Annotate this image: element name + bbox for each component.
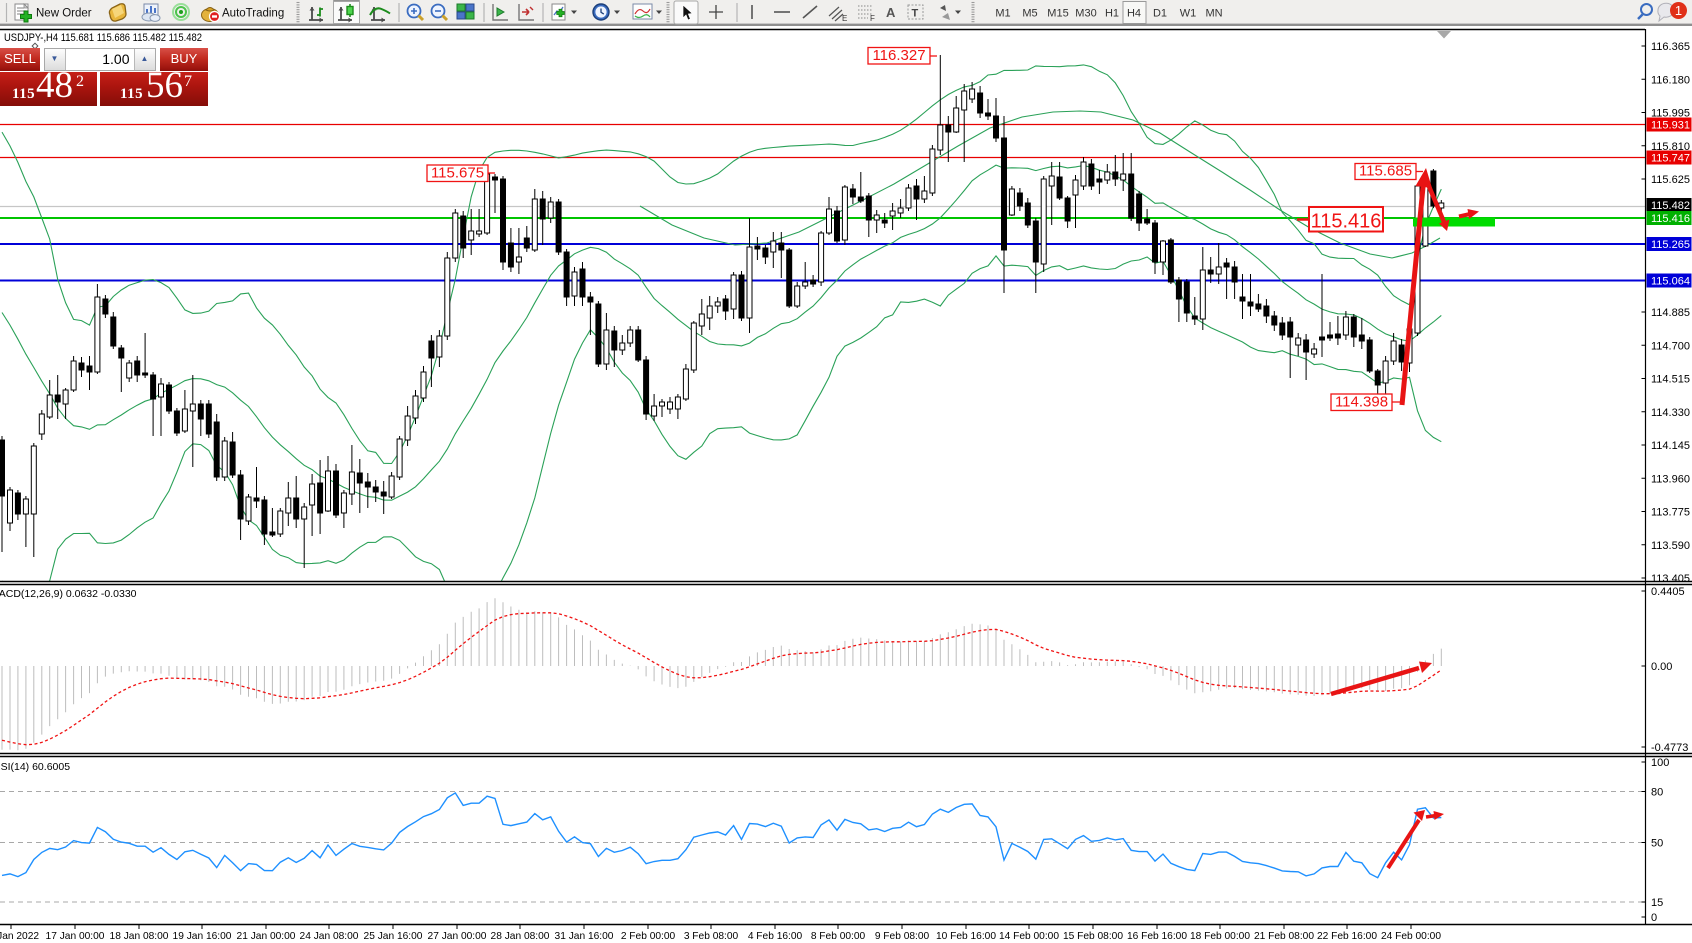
svg-text:M1: M1 (995, 8, 1010, 20)
svg-text:17 Jan 00:00: 17 Jan 00:00 (46, 931, 105, 942)
svg-text:24 Jan 08:00: 24 Jan 08:00 (300, 931, 359, 942)
svg-text:21 Feb 08:00: 21 Feb 08:00 (1254, 931, 1314, 942)
svg-text:W1: W1 (1180, 8, 1197, 20)
svg-text:AutoTrading: AutoTrading (222, 8, 284, 20)
svg-text:18 Jan 08:00: 18 Jan 08:00 (110, 931, 169, 942)
svg-text:15: 15 (1651, 897, 1663, 909)
svg-text:0.00: 0.00 (1651, 661, 1672, 673)
svg-text:E: E (842, 14, 847, 23)
svg-text:3 Feb 08:00: 3 Feb 08:00 (684, 931, 739, 942)
svg-text:113.960: 113.960 (1651, 473, 1690, 485)
svg-text:MACD(12,26,9) 0.0632 -0.0330: MACD(12,26,9) 0.0632 -0.0330 (0, 588, 137, 600)
svg-text:115.675: 115.675 (431, 165, 484, 182)
svg-text:0: 0 (1651, 912, 1657, 924)
svg-text:22 Feb 16:00: 22 Feb 16:00 (1317, 931, 1377, 942)
svg-text:114.145: 114.145 (1651, 440, 1690, 452)
svg-text:114.330: 114.330 (1651, 407, 1690, 419)
svg-text:114.700: 114.700 (1651, 340, 1690, 352)
svg-text:25 Jan 16:00: 25 Jan 16:00 (364, 931, 423, 942)
svg-text:113.590: 113.590 (1651, 540, 1690, 552)
svg-text:F: F (870, 14, 875, 23)
svg-text:M30: M30 (1075, 8, 1096, 20)
svg-text:10 Feb 16:00: 10 Feb 16:00 (936, 931, 996, 942)
svg-text:H4: H4 (1127, 8, 1141, 20)
svg-text:0.4405: 0.4405 (1651, 586, 1685, 598)
svg-text:A: A (886, 5, 896, 20)
svg-text:14 Feb 00:00: 14 Feb 00:00 (999, 931, 1059, 942)
svg-text:115.265: 115.265 (1651, 239, 1690, 251)
svg-text:1: 1 (1675, 3, 1682, 18)
svg-text:115.685: 115.685 (1359, 163, 1412, 180)
svg-text:USDJPY-,H4 115.681 115.686 11: USDJPY-,H4 115.681 115.686 115.482 115.4… (4, 32, 202, 44)
svg-text:115.064: 115.064 (1651, 276, 1690, 288)
svg-text:H1: H1 (1105, 8, 1119, 20)
svg-text:2 Feb 00:00: 2 Feb 00:00 (621, 931, 676, 942)
svg-text:115.482: 115.482 (1651, 200, 1690, 212)
svg-text:114.515: 114.515 (1651, 374, 1690, 386)
svg-text:113.405: 113.405 (1651, 573, 1690, 585)
svg-text:16 Feb 16:00: 16 Feb 16:00 (1127, 931, 1187, 942)
svg-text:4 Feb 16:00: 4 Feb 16:00 (748, 931, 803, 942)
svg-text:27 Jan 00:00: 27 Jan 00:00 (428, 931, 487, 942)
svg-text:M5: M5 (1022, 8, 1037, 20)
svg-text:-0.4773: -0.4773 (1651, 742, 1688, 754)
svg-text:MN: MN (1205, 8, 1222, 20)
svg-text:28 Jan 08:00: 28 Jan 08:00 (491, 931, 550, 942)
svg-text:115.995: 115.995 (1651, 108, 1690, 120)
svg-text:115.747: 115.747 (1651, 153, 1690, 165)
svg-text:113.775: 113.775 (1651, 507, 1690, 519)
svg-text:T: T (912, 8, 919, 20)
svg-text:50: 50 (1651, 838, 1663, 850)
svg-text:115.625: 115.625 (1651, 174, 1690, 186)
svg-text:115.931: 115.931 (1651, 120, 1690, 132)
svg-text:D1: D1 (1153, 8, 1167, 20)
svg-text:115.416: 115.416 (1311, 211, 1382, 233)
svg-text:80: 80 (1651, 787, 1663, 799)
svg-text:RSI(14) 60.6005: RSI(14) 60.6005 (0, 761, 70, 773)
svg-text:115.416: 115.416 (1651, 213, 1690, 225)
svg-text:14 Jan 2022: 14 Jan 2022 (0, 931, 39, 942)
svg-text:15 Feb 08:00: 15 Feb 08:00 (1063, 931, 1123, 942)
svg-text:M15: M15 (1047, 8, 1068, 20)
svg-text:New Order: New Order (36, 8, 92, 20)
svg-text:9 Feb 08:00: 9 Feb 08:00 (875, 931, 930, 942)
svg-text:114.398: 114.398 (1335, 394, 1388, 411)
svg-text:114.885: 114.885 (1651, 307, 1690, 319)
svg-text:24 Feb 00:00: 24 Feb 00:00 (1381, 931, 1441, 942)
svg-text:8 Feb 00:00: 8 Feb 00:00 (811, 931, 866, 942)
svg-text:116.327: 116.327 (872, 47, 925, 64)
svg-text:115.810: 115.810 (1651, 141, 1690, 153)
svg-text:18 Feb 00:00: 18 Feb 00:00 (1190, 931, 1250, 942)
svg-text:100: 100 (1651, 757, 1669, 769)
svg-text:21 Jan 00:00: 21 Jan 00:00 (237, 931, 296, 942)
svg-text:116.365: 116.365 (1651, 41, 1690, 53)
svg-text:116.180: 116.180 (1651, 74, 1690, 86)
svg-text:19 Jan 16:00: 19 Jan 16:00 (173, 931, 232, 942)
svg-text:31 Jan 16:00: 31 Jan 16:00 (555, 931, 614, 942)
